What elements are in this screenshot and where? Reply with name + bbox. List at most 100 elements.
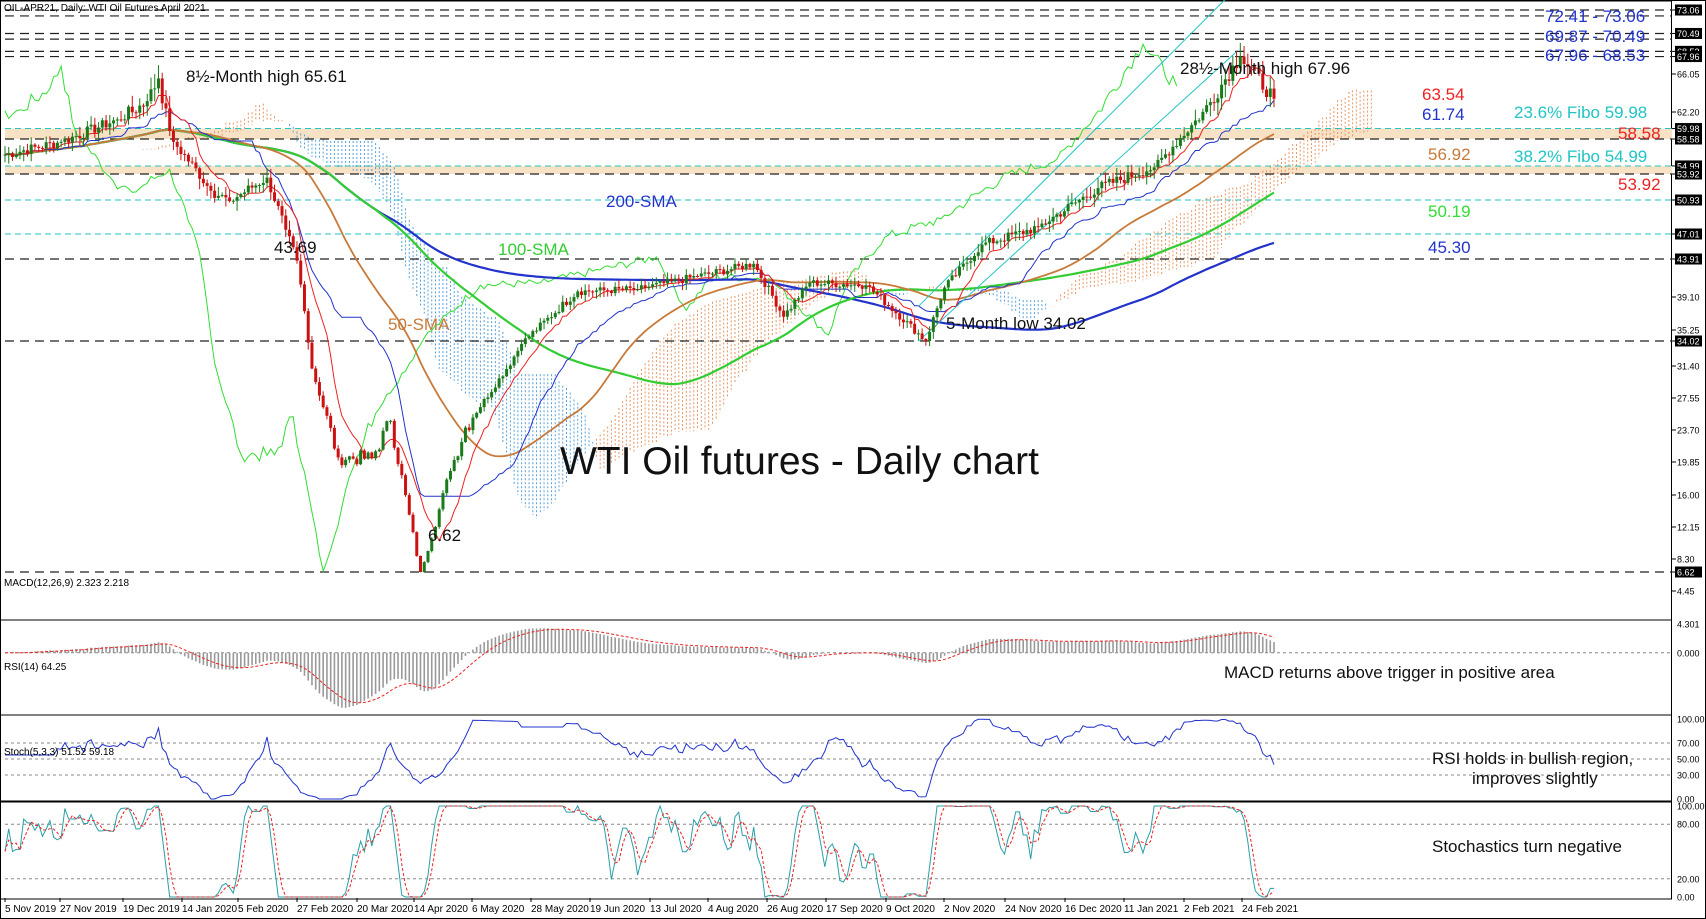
panel-frame	[0, 714, 1672, 802]
candle-body	[130, 106, 134, 113]
candle-body	[22, 150, 26, 152]
candle-body	[392, 420, 396, 448]
candle-body	[718, 269, 722, 271]
candle-body	[463, 427, 467, 443]
candle-body	[733, 263, 737, 270]
date-label: 11 Jan 2021	[1124, 904, 1179, 915]
date-label: 5 Nov 2019	[5, 904, 57, 915]
candle-body	[198, 168, 202, 179]
price-scale-label: 59.98	[1677, 124, 1700, 134]
price-scale-label: 8.30	[1677, 555, 1695, 565]
rsi-scale-label: 100.00	[1677, 715, 1705, 725]
candle-body	[729, 269, 733, 271]
candle-body	[538, 322, 542, 331]
candle-body	[853, 284, 857, 286]
candle-body	[445, 479, 449, 494]
candle-body	[419, 555, 423, 572]
candle-body	[898, 313, 902, 320]
candle-body	[568, 301, 572, 305]
candle-body	[497, 378, 501, 388]
candle-body	[493, 387, 497, 392]
candle-body	[59, 141, 63, 143]
candle-body	[740, 265, 744, 270]
candle-body	[1032, 226, 1036, 234]
label-63-54: 63.54	[1422, 85, 1465, 104]
candle-body	[1208, 102, 1212, 106]
candle-body	[950, 275, 954, 281]
candle-body	[722, 269, 726, 275]
date-label: 26 Aug 2020	[767, 904, 824, 915]
candle-body	[871, 286, 875, 292]
candle-body	[542, 320, 546, 323]
candle-body	[1130, 172, 1134, 177]
candle-body	[175, 141, 179, 147]
candle-body	[696, 275, 700, 277]
candle-body	[104, 120, 108, 128]
candle-body	[70, 136, 74, 143]
candle-body	[1010, 232, 1014, 235]
candle-body	[1223, 79, 1227, 85]
rsi-title: RSI(14) 64.25	[4, 662, 67, 673]
candle-body	[40, 147, 44, 149]
candle-body	[243, 192, 247, 195]
candle-body	[864, 285, 868, 289]
candle-body	[1201, 111, 1205, 121]
candle-body	[890, 306, 894, 312]
candle-body	[1272, 88, 1276, 99]
price-scale-label: 34.02	[1677, 337, 1700, 347]
sma-100-line	[4, 128, 1275, 386]
candle-body	[984, 242, 988, 245]
candle-body	[1227, 79, 1231, 81]
candle-body	[1029, 229, 1033, 234]
macd-scale-label: 4.301	[1677, 620, 1700, 630]
candle-body	[845, 284, 849, 287]
candle-body	[85, 126, 89, 138]
candle-body	[654, 282, 658, 285]
candle-body	[1021, 231, 1025, 235]
candle-body	[112, 120, 116, 124]
candle-body	[82, 137, 86, 139]
date-label: 6 May 2020	[472, 904, 525, 915]
price-scale-label: 53.92	[1677, 170, 1700, 180]
candlesticks	[3, 42, 1276, 573]
candle-body	[374, 451, 378, 459]
candle-body	[359, 450, 363, 465]
candle-body	[628, 286, 632, 288]
candle-body	[647, 286, 651, 289]
candle-body	[321, 395, 325, 408]
candle-body	[688, 274, 692, 278]
candle-body	[224, 194, 228, 198]
candle-body	[1017, 231, 1021, 233]
candle-body	[1246, 64, 1250, 67]
candle-body	[823, 284, 827, 286]
candle-body	[662, 281, 666, 284]
macd-title: MACD(12,26,9) 2.323 2.218	[4, 578, 130, 589]
candle-body	[995, 241, 999, 244]
annotation-low-4369: 43.69	[274, 238, 317, 257]
candle-body	[460, 442, 464, 457]
price-scale-label: 23.70	[1677, 426, 1700, 436]
label-45-30: 45.30	[1428, 238, 1471, 257]
candle-body	[332, 427, 336, 449]
candle-body	[703, 272, 707, 274]
candle-body	[868, 285, 872, 287]
candle-body	[935, 308, 939, 318]
date-label: 27 Nov 2019	[60, 904, 117, 915]
candle-body	[1025, 229, 1029, 235]
rsi-scale-label: 50.00	[1677, 755, 1700, 765]
price-scale-label: 54.99	[1677, 161, 1700, 171]
candle-body	[407, 495, 411, 515]
candle-body	[819, 284, 823, 286]
candle-body	[261, 183, 265, 186]
rsi-note-1: RSI holds in bullish region,	[1432, 749, 1633, 768]
scale-label-box	[1675, 160, 1702, 172]
panel-frame	[0, 801, 1672, 900]
candle-body	[849, 285, 853, 287]
candle-body	[52, 142, 56, 149]
candle-body	[1141, 175, 1145, 177]
candle-body	[785, 310, 789, 317]
candle-body	[78, 136, 82, 138]
candle-body	[1145, 171, 1149, 176]
